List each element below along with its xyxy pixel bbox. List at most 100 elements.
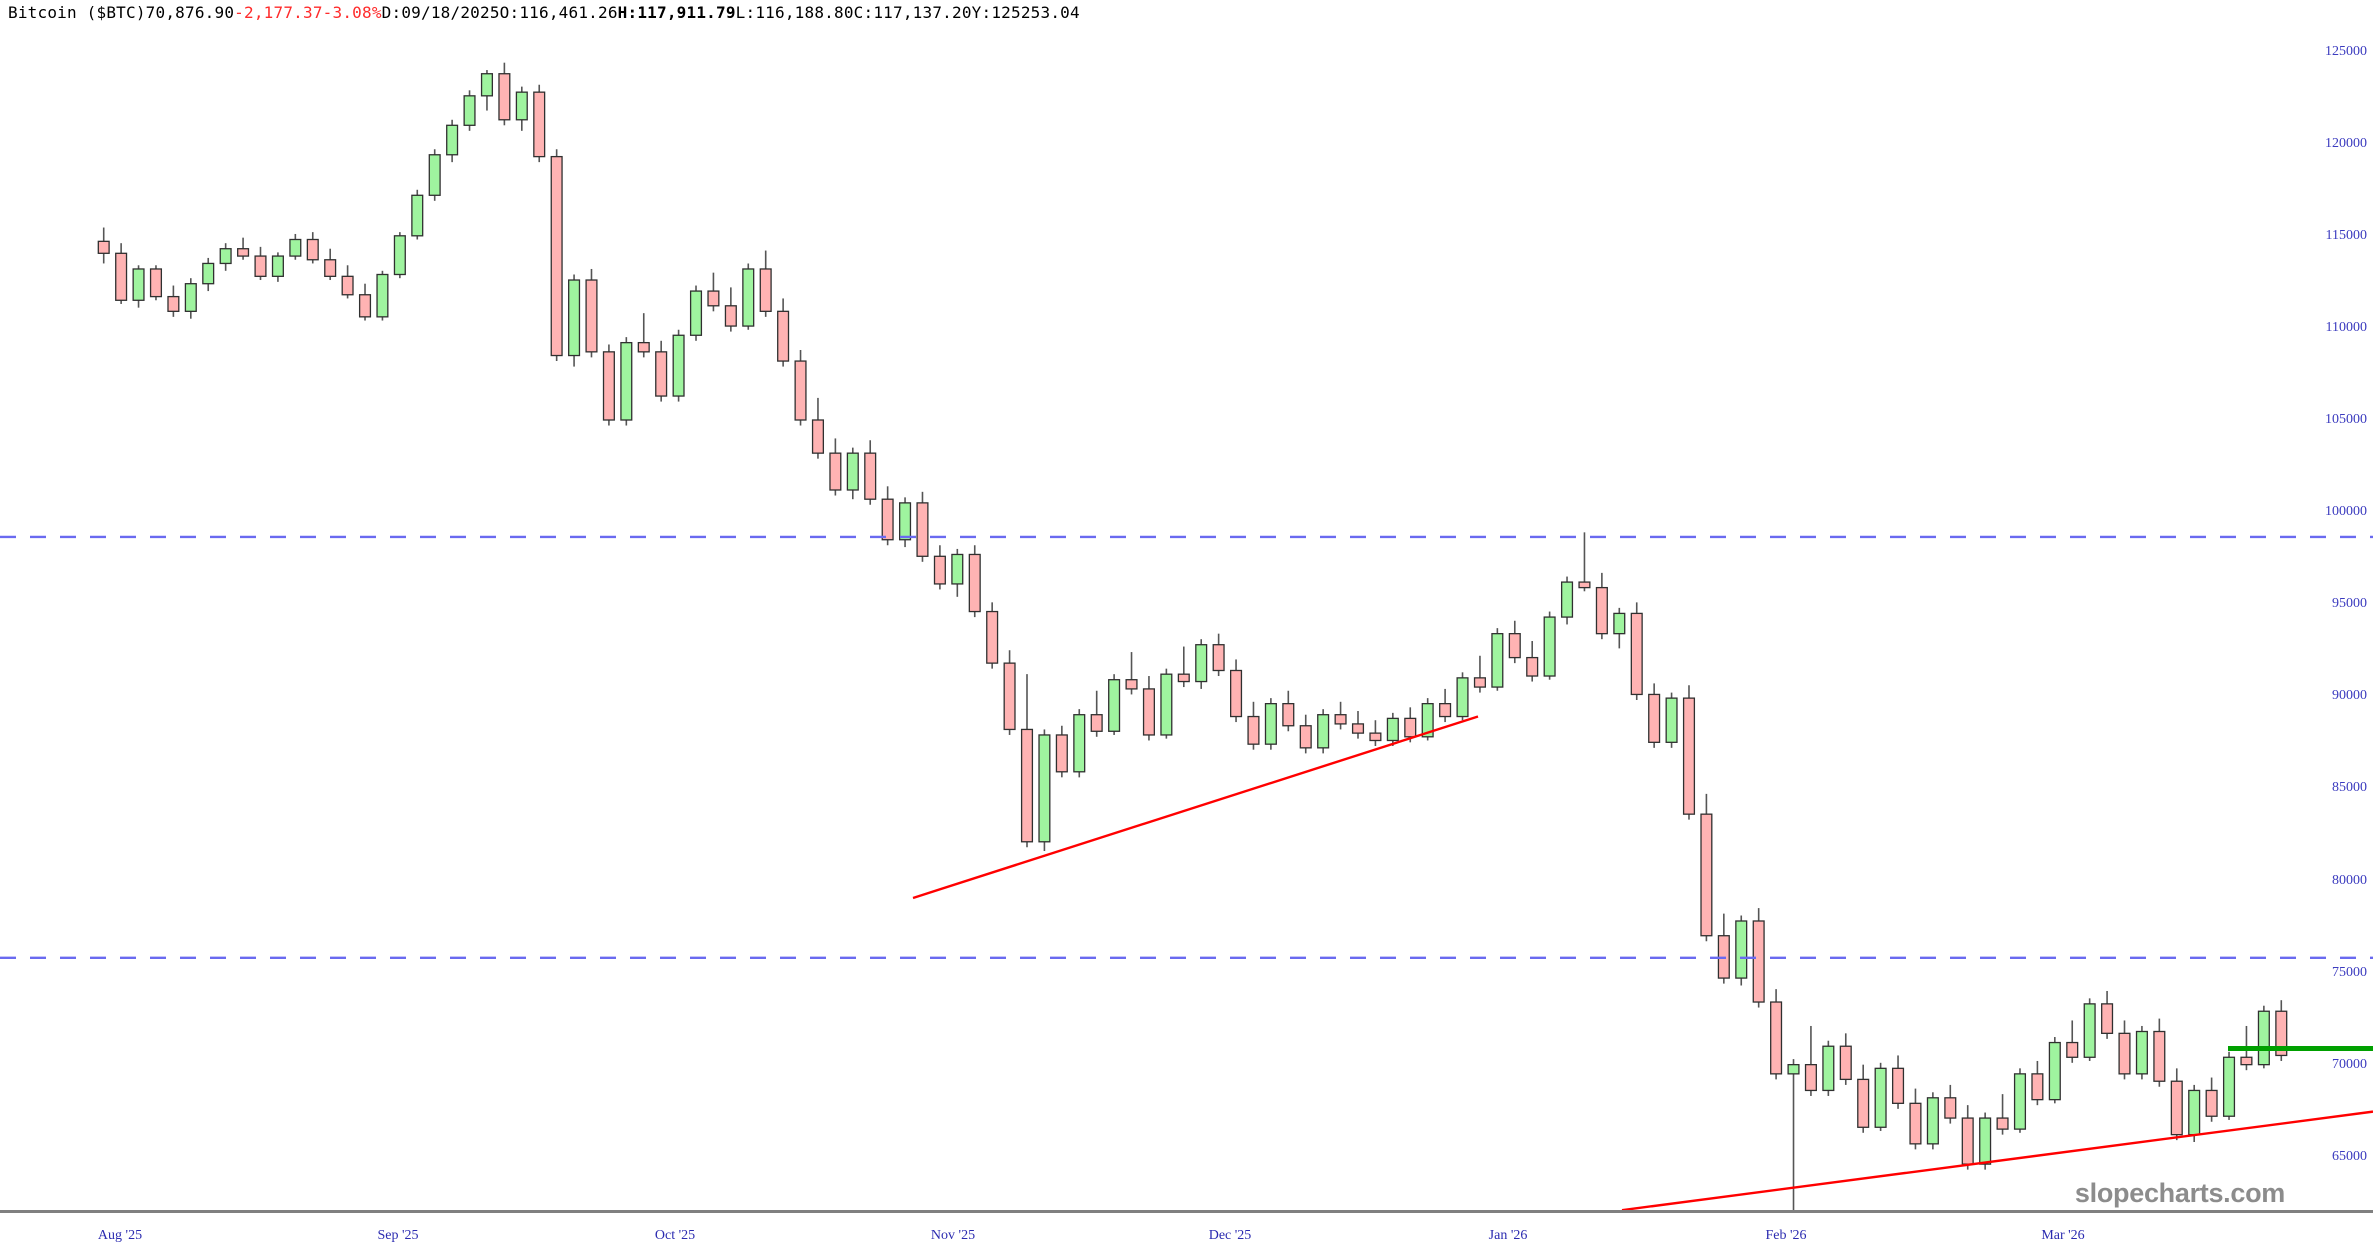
candle-body-down <box>2170 1080 2183 1136</box>
candle-body-up <box>2222 1056 2236 1117</box>
symbol-name[interactable]: Bitcoin ($BTC) <box>8 3 146 22</box>
candle-body-down <box>1648 693 1661 743</box>
candle-body-down <box>1020 728 1034 843</box>
date-axis-tick-label: Dec '25 <box>1208 1228 1252 1243</box>
candle-body-down <box>1299 725 1312 749</box>
candle-body-up <box>2013 1073 2027 1130</box>
candle-body-down <box>1404 717 1417 738</box>
candle-body-down <box>1839 1045 1852 1081</box>
site-watermark: slopecharts.com <box>2074 1178 2285 1208</box>
quote-header-bar: Bitcoin ($BTC)70,876.90-2,177.37-3.08%D:… <box>8 2 1080 24</box>
candle-body-up <box>446 124 459 156</box>
trendline[interactable] <box>1621 1110 2373 1212</box>
candle-body-up <box>271 255 284 277</box>
candle-body-down <box>1508 633 1521 659</box>
candle-body-down <box>1526 656 1539 677</box>
candle-body-up <box>846 452 859 491</box>
candle-body-up <box>219 248 232 265</box>
date-axis-tick-label: Feb '26 <box>1765 1228 1807 1243</box>
candle-body-down <box>1473 677 1486 688</box>
candle-body-up <box>1317 714 1330 749</box>
candle-body-up <box>1874 1067 1887 1128</box>
candle-body-up <box>515 91 528 121</box>
candle-body-up <box>480 73 494 97</box>
high-value: 117,911.79 <box>637 3 736 22</box>
candle-body-up <box>376 273 389 318</box>
candle-body-up <box>1822 1045 1835 1092</box>
candle-body-down <box>968 553 981 613</box>
candle-body-up <box>428 154 441 196</box>
candle-body-down <box>794 360 807 421</box>
candle-body-down <box>324 259 337 277</box>
candle-body-up <box>202 262 215 285</box>
candle-body-down <box>498 73 511 121</box>
candle-series <box>97 62 2288 1212</box>
candle-body-up <box>1491 633 1504 688</box>
trendline[interactable] <box>912 715 1479 900</box>
candle-body-down <box>655 351 668 397</box>
candle-body-up <box>1456 677 1469 718</box>
candle-body-up <box>1195 644 1208 683</box>
candle-body-down <box>1282 703 1295 727</box>
candle-body-up <box>1543 616 1556 677</box>
candle-body-down <box>864 452 877 500</box>
date-axis-tick-label: Oct '25 <box>654 1228 696 1243</box>
candle-body-down <box>602 351 615 421</box>
candle-body-down <box>1578 581 1591 589</box>
date-axis-tick-label: Mar '26 <box>2041 1228 2085 1243</box>
candle-body-up <box>1735 920 1748 979</box>
candle-body-up <box>2083 1003 2096 1058</box>
candle-body-down <box>2240 1056 2253 1066</box>
candle-body-down <box>1247 715 1260 745</box>
candle-body-up <box>1665 697 1678 743</box>
candle-body-down <box>1003 662 1016 731</box>
candle-body-up <box>132 268 145 301</box>
candle-body-down <box>254 255 267 277</box>
candle-body-up <box>1038 734 1051 843</box>
candle-body-up <box>672 334 685 397</box>
candle-body-up <box>568 279 581 357</box>
candle-body-down <box>1944 1097 1957 1119</box>
candle-body-down <box>1439 703 1452 718</box>
candle-body-up <box>1264 703 1277 745</box>
candle-body-down <box>777 310 790 362</box>
candle-body-down <box>811 419 825 454</box>
candle-body-up <box>1073 714 1086 773</box>
candle-body-down <box>916 502 929 557</box>
candle-body-down <box>1090 714 1103 732</box>
candle-body-up <box>742 268 755 327</box>
date-label: D: <box>381 3 402 22</box>
candle-body-down <box>1125 679 1138 690</box>
candle-body-up <box>899 502 912 541</box>
candle-body-up <box>1108 679 1121 732</box>
candle-body-down <box>637 341 650 353</box>
candle-body-down <box>2031 1073 2044 1101</box>
candle-body-down <box>1369 732 1382 742</box>
candle-body-up <box>1979 1117 1992 1165</box>
plot-canvas[interactable] <box>0 24 2373 1212</box>
candle-body-down <box>2205 1089 2218 1117</box>
candle-body-down <box>986 610 999 664</box>
candle-body-down <box>1230 669 1243 718</box>
candle-body-up <box>184 283 197 312</box>
candle-body-down <box>1961 1117 1974 1165</box>
candle-body-down <box>1334 714 1347 725</box>
open-value: 116,461.26 <box>519 3 618 22</box>
high-label: H: <box>617 3 638 22</box>
date-axis: Aug '25 Sep '25 Oct '25 Nov '25 Dec '25 Jan '… <box>0 1214 2373 1260</box>
candle-body-down <box>1700 813 1713 937</box>
candle-body-up <box>1560 581 1574 618</box>
candle-body-down <box>829 452 842 491</box>
candle-body-down <box>707 290 720 307</box>
candle-body-up <box>1787 1064 1800 1075</box>
candle-body-down <box>881 498 894 541</box>
candle-body-up <box>2048 1041 2061 1101</box>
change-percent: -3.08% <box>322 3 382 22</box>
candle-body-down <box>167 295 180 312</box>
candle-body-down <box>149 268 163 298</box>
date-axis-tick-label: Nov '25 <box>930 1228 976 1243</box>
candle-body-down <box>1996 1117 2009 1130</box>
candle-body-down <box>341 275 354 296</box>
candlestick-plot[interactable] <box>0 24 2373 1212</box>
candle-body-down <box>585 279 598 353</box>
